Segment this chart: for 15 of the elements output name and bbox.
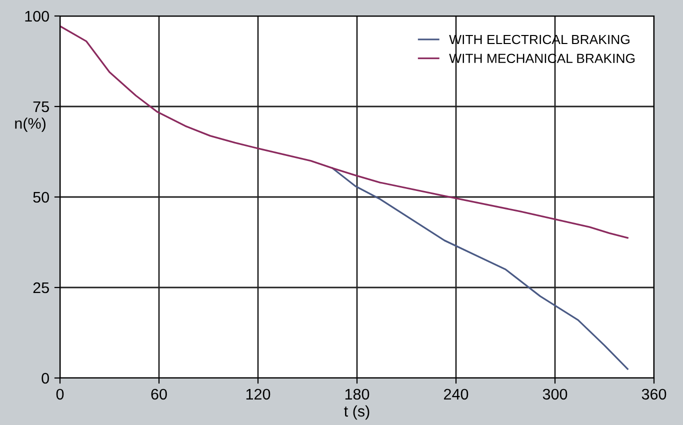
x-tick-label: 0	[56, 388, 64, 400]
y-tick-label: 75	[33, 102, 49, 112]
line-series	[331, 167, 628, 370]
x-tick-label: 180	[345, 388, 370, 400]
x-tick-label: 240	[444, 388, 468, 400]
y-axis-title: n(%)	[15, 118, 46, 132]
y-tick-label: 100	[25, 10, 49, 22]
y-tick-label: 50	[33, 192, 49, 203]
y-tick-label: 0	[42, 372, 49, 384]
x-tick-label: 120	[246, 388, 270, 400]
x-tick-label: 300	[542, 388, 568, 400]
x-tick-label: 360	[642, 388, 666, 400]
y-tick-label: 25	[33, 282, 49, 294]
x-axis-title: t (s)	[344, 405, 370, 420]
x-tick-label: 60	[151, 388, 167, 400]
